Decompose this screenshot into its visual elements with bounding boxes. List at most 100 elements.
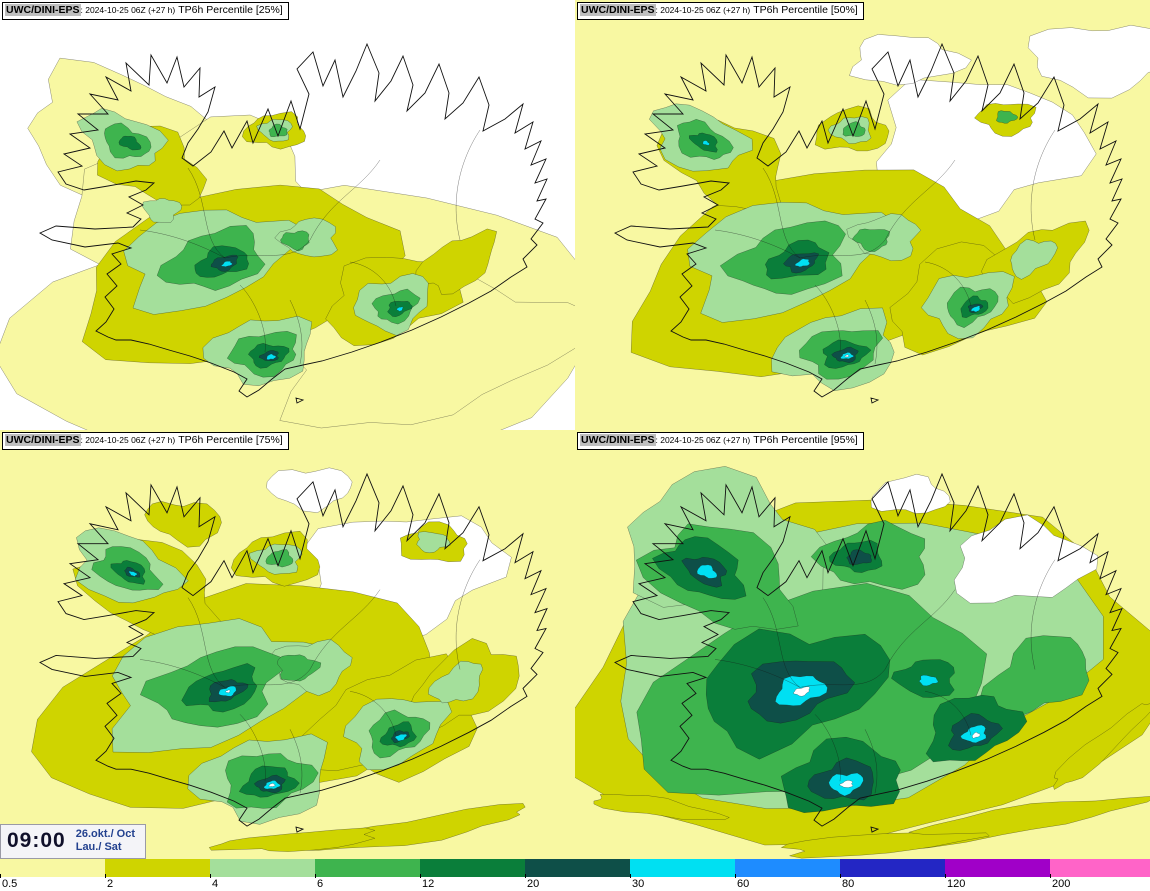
- precip-contour-green: [996, 110, 1019, 124]
- colorbar-segment: [0, 859, 105, 877]
- param-label: TP6h Percentile [25%]: [178, 4, 283, 16]
- colorbar-gradient: [0, 859, 1150, 877]
- valid-time: 09:00: [7, 829, 66, 853]
- precip-contour-olive: [1053, 703, 1150, 790]
- valid-date-line1: 26.okt./ Oct: [75, 827, 136, 840]
- precip-contour-core_white: [268, 783, 276, 787]
- precip-contour-olive: [593, 794, 730, 821]
- interior-boundary-line: [814, 284, 841, 353]
- interior-boundary-line: [799, 239, 886, 259]
- map-panel-p75: UWC/DINI-EPS: 2024-10-25 06Z (+27 h) TP6h…: [0, 430, 575, 859]
- interior-boundary-line: [187, 597, 226, 688]
- interior-boundary-line: [224, 239, 311, 259]
- colorbar-tick-label: 2: [107, 878, 114, 890]
- interior-boundary-line: [224, 669, 311, 688]
- colorbar-segment: [105, 859, 210, 877]
- colorbar-tick-mark: [945, 874, 946, 878]
- precip-contour-green: [851, 228, 890, 252]
- precip-contour-none: [1027, 24, 1150, 99]
- colorbar-tick-mark: [210, 874, 211, 878]
- colorbar-tick-label: 6: [317, 878, 324, 890]
- precip-contour-cyan: [919, 674, 939, 687]
- coastline: [614, 472, 1123, 833]
- interior-boundary-line: [884, 589, 956, 670]
- colorbar-tick-mark: [525, 874, 526, 878]
- panel-title-p95: UWC/DINI-EPS: 2024-10-25 06Z (+27 h) TP6h…: [577, 432, 864, 450]
- colorbar-tick-label: 30: [632, 878, 645, 890]
- run-label: : 2024-10-25 06Z (+27 h): [80, 5, 176, 15]
- precip-contour-cyan: [266, 353, 277, 361]
- precip-contour-cyan: [220, 260, 233, 267]
- interior-boundary-line: [187, 167, 226, 259]
- model-label: UWC/DINI-EPS: [5, 4, 81, 16]
- precip-contour-olive: [208, 827, 376, 852]
- interior-boundary-line: [289, 729, 303, 794]
- colorbar-tick-mark: [0, 874, 1, 878]
- param-label: TP6h Percentile [50%]: [753, 4, 858, 16]
- run-label: : 2024-10-25 06Z (+27 h): [80, 435, 176, 445]
- model-label: UWC/DINI-EPS: [5, 434, 81, 446]
- precip-contour-core_white: [225, 689, 231, 694]
- precip-contour-none: [953, 514, 1099, 604]
- interior-boundary-line: [309, 589, 381, 670]
- colorbar-tick-mark: [315, 874, 316, 878]
- model-label: UWC/DINI-EPS: [580, 4, 656, 16]
- colorbar-tick-label: 0.5: [2, 878, 18, 890]
- colorbar-tick-label: 120: [947, 878, 966, 890]
- panel-title-p75: UWC/DINI-EPS: 2024-10-25 06Z (+27 h) TP6h…: [2, 432, 289, 450]
- valid-date: 26.okt./ Oct Lau./ Sat: [76, 828, 135, 856]
- valid-time-box: 09:00 26.okt./ Oct Lau./ Sat: [0, 823, 147, 859]
- colorbar-tick-mark: [630, 874, 631, 878]
- precip-contour-light_green: [1010, 238, 1058, 280]
- colorbar-segment: [630, 859, 735, 877]
- interior-boundary-line: [349, 261, 397, 307]
- colorbar-segment: [420, 859, 525, 877]
- colorbar-tick-label: 80: [842, 878, 855, 890]
- interior-boundary-line: [349, 691, 397, 736]
- iceland-precip-map-p50: [575, 0, 1150, 430]
- run-label: : 2024-10-25 06Z (+27 h): [655, 435, 751, 445]
- colorbar-segment: [210, 859, 315, 877]
- precip-contour-olive: [780, 832, 990, 859]
- colorbar-segment: [735, 859, 840, 877]
- precip-contour-dark_teal: [846, 549, 872, 566]
- precip-contour-core_white: [793, 686, 811, 697]
- interior-boundary-line: [924, 261, 972, 307]
- interior-boundary-line: [455, 559, 481, 670]
- colorbar-segment: [945, 859, 1050, 877]
- interior-boundary-line: [884, 159, 956, 241]
- precip-contour-none: [266, 467, 353, 513]
- precip-contour-cyan: [970, 305, 981, 313]
- precip-contour-core_white: [839, 780, 854, 788]
- interior-boundary-line: [864, 729, 878, 794]
- interior-boundary-line: [924, 691, 972, 736]
- colorbar: 0.5 2 4 6 12 20 30 60 80 120 200: [0, 859, 1150, 891]
- interior-boundary-line: [714, 659, 801, 688]
- colorbar-segment: [525, 859, 630, 877]
- colorbar-segment: [315, 859, 420, 877]
- precip-contour-cyan: [960, 724, 987, 744]
- precip-contour-light_green: [428, 660, 484, 704]
- colorbar-labels: 0.5 2 4 6 12 20 30 60 80 120 200: [0, 874, 1150, 891]
- precip-contour-core_white: [844, 354, 850, 358]
- interior-boundary-line: [1030, 129, 1056, 241]
- precip-contour-olive: [144, 501, 222, 548]
- interior-boundary-line: [139, 229, 226, 259]
- iceland-precip-map-p95: [575, 430, 1150, 859]
- interior-boundary-line: [864, 299, 878, 365]
- interior-boundary-line: [814, 714, 841, 782]
- param-label: TP6h Percentile [75%]: [178, 434, 283, 446]
- colorbar-tick-mark: [420, 874, 421, 878]
- map-panel-p95: UWC/DINI-EPS: 2024-10-25 06Z (+27 h) TP6h…: [575, 430, 1150, 859]
- map-panel-p25: UWC/DINI-EPS: 2024-10-25 06Z (+27 h) TP6h…: [0, 0, 575, 430]
- iceland-precip-map-p75: [0, 430, 575, 859]
- colorbar-tick-label: 60: [737, 878, 750, 890]
- colorbar-tick-mark: [105, 874, 106, 878]
- colorbar-tick-label: 12: [422, 878, 435, 890]
- precip-contour-green: [842, 121, 866, 137]
- interior-boundary-line: [289, 299, 303, 365]
- interior-boundary-line: [762, 597, 801, 688]
- interior-boundary-line: [714, 229, 801, 259]
- interior-boundary-line: [139, 659, 226, 688]
